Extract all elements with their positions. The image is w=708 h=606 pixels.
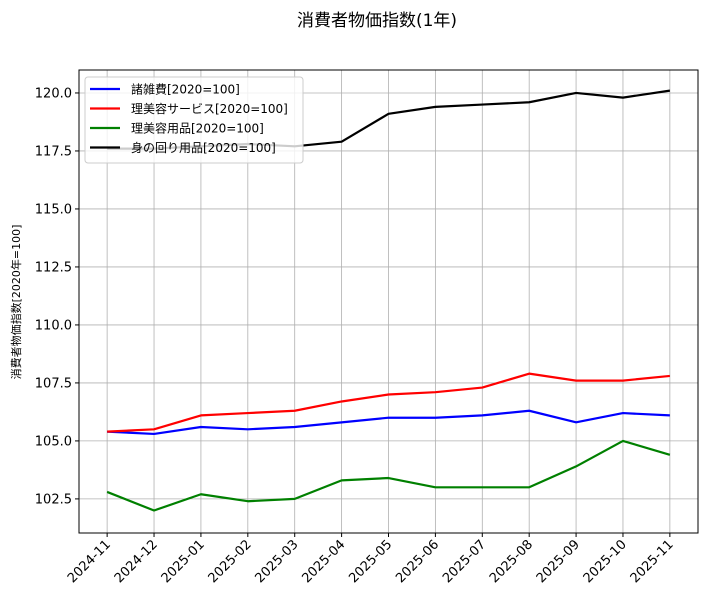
x-tick-label: 2025-04 (299, 537, 348, 586)
x-tick-label: 2025-10 (581, 537, 630, 586)
legend: 諸雑費[2020=100] 理美容サービス[2020=100] 理美容用品[2020… (84, 76, 304, 164)
x-tick-label: 2025-07 (440, 537, 489, 586)
chart-title: 消費者物価指数(1年) (297, 11, 457, 31)
x-tick-label: 2025-01 (159, 537, 208, 586)
y-tick-label: 110.0 (35, 318, 72, 333)
x-tick-label: 2025-11 (628, 537, 677, 586)
y-axis: 102.5 105.0 107.5 110.0 112.5 115.0 117.5 120.0 (35, 86, 79, 507)
legend-label: 理美容サービス[2020=100] (131, 101, 288, 116)
x-tick-label: 2025-08 (487, 537, 536, 586)
legend-label: 諸雑費[2020=100] (131, 82, 240, 97)
x-tick-label: 2024-12 (112, 537, 161, 586)
y-tick-label: 107.5 (35, 376, 72, 391)
x-tick-label: 2025-03 (253, 537, 302, 586)
legend-box (84, 76, 304, 164)
y-tick-label: 115.0 (35, 202, 72, 217)
x-tick-label: 2025-06 (393, 537, 442, 586)
legend-label: 理美容用品[2020=100] (131, 121, 264, 136)
y-tick-label: 117.5 (35, 144, 72, 159)
legend-label: 身の回り用品[2020=100] (131, 140, 276, 155)
series-line-2 (106, 439, 671, 512)
y-tick-label: 120.0 (35, 86, 72, 101)
series-line-0 (107, 409, 670, 436)
x-tick-label: 2025-09 (534, 537, 583, 586)
x-axis: 2024-112024-122025-012025-022025-032025-… (65, 533, 677, 586)
y-tick-label: 102.5 (35, 492, 72, 507)
x-tick-label: 2025-05 (346, 537, 395, 586)
series-line-1 (107, 372, 670, 433)
y-tick-label: 105.0 (35, 434, 72, 449)
x-tick-label: 2025-02 (206, 537, 255, 586)
x-tick-label: 2024-11 (65, 537, 114, 586)
y-axis-label: 消費者物価指数[2020年=100] (9, 225, 23, 380)
y-tick-label: 112.5 (35, 260, 72, 275)
